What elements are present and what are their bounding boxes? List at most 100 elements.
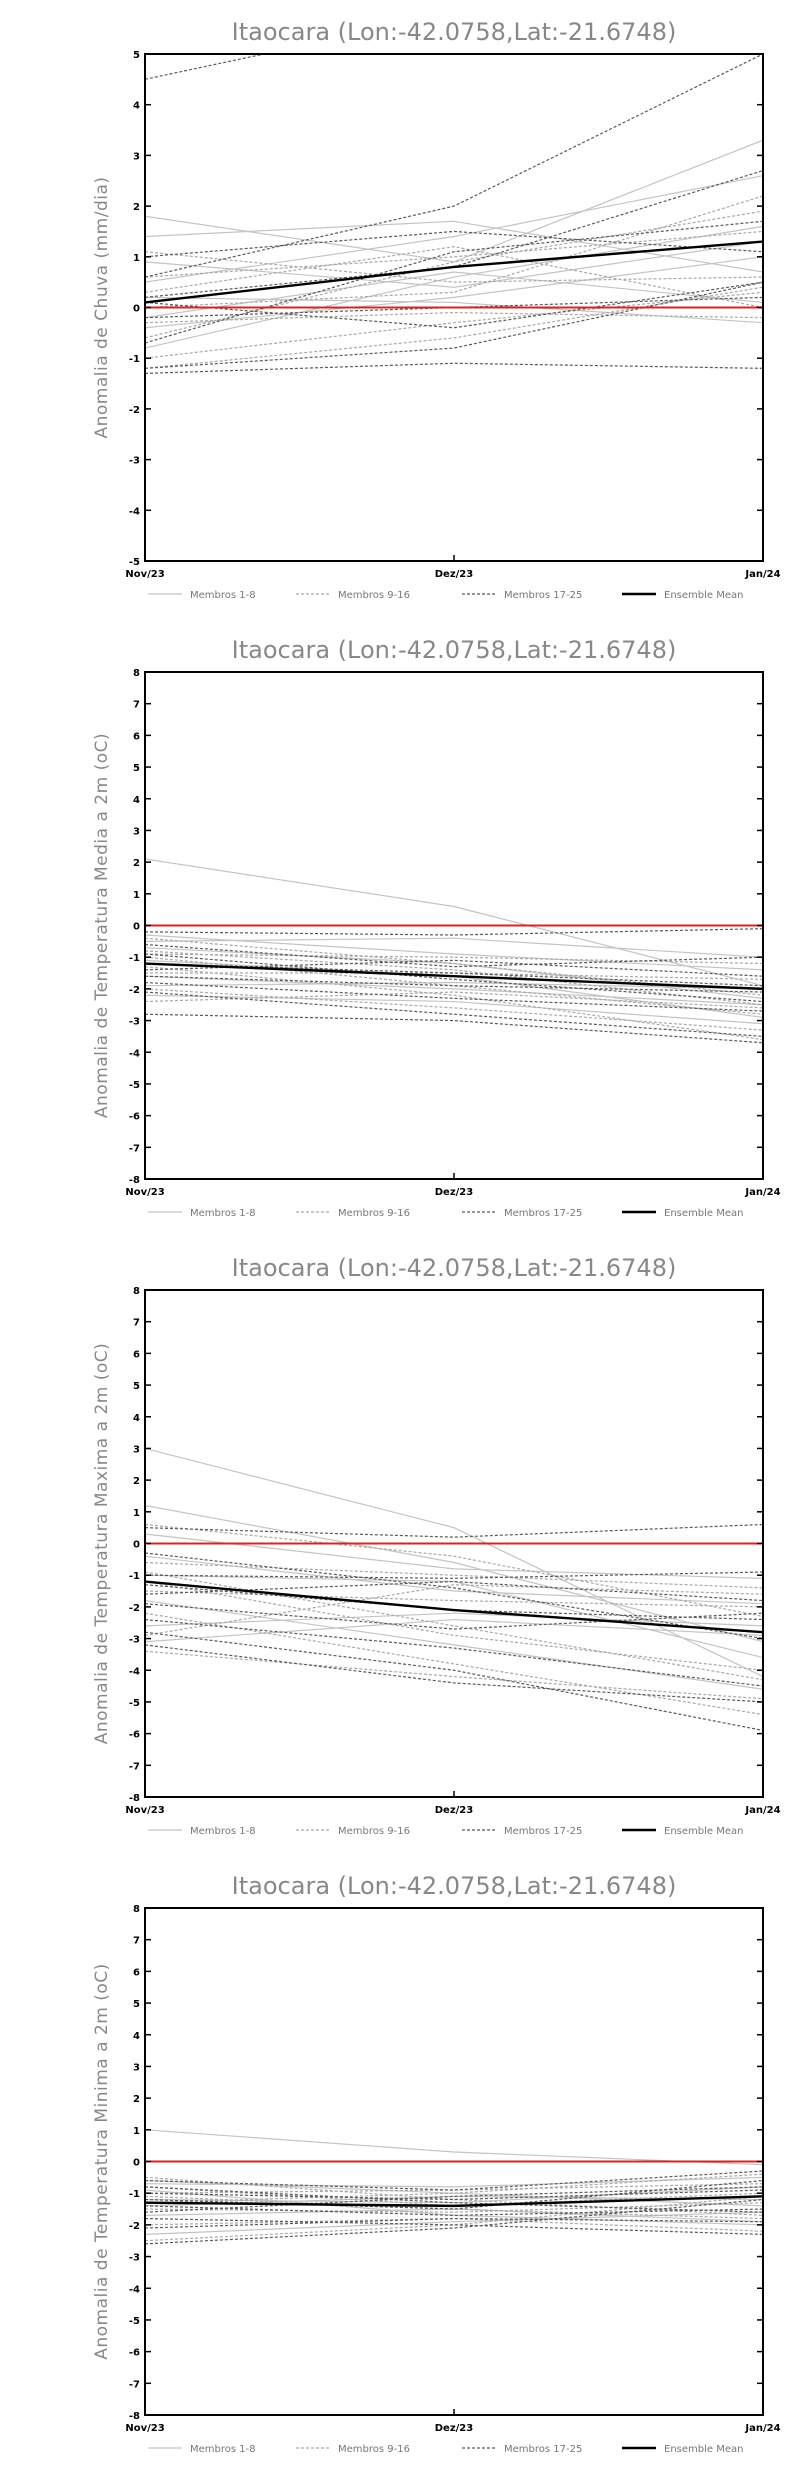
y-tick-label: -1 <box>129 354 140 365</box>
series-line-member <box>145 2173 763 2204</box>
y-tick-label: 2 <box>133 1476 140 1487</box>
chart-title: Itaocara (Lon:-42.0758,Lat:-21.6748) <box>232 1872 677 1900</box>
series-line-member <box>145 959 763 977</box>
y-tick-label: 8 <box>133 668 140 679</box>
chart-panel: Itaocara (Lon:-42.0758,Lat:-21.6748) Anom… <box>92 1872 781 2455</box>
y-tick-label: -3 <box>129 1635 140 1646</box>
y-tick-label: -5 <box>129 2316 140 2327</box>
series-line-member <box>145 1523 763 1538</box>
y-tick-label: -5 <box>129 557 140 568</box>
chart-title: Itaocara (Lon:-42.0758,Lat:-21.6748) <box>232 1254 677 1282</box>
series-line-member <box>145 1561 763 1589</box>
series-line-member <box>145 991 763 1009</box>
series-line-member <box>145 943 763 968</box>
y-axis-label: Anomalia de Temperatura Maxima a 2m (oC) <box>92 1343 112 1745</box>
series-line-member <box>145 220 763 344</box>
series-line-member <box>145 1612 763 1716</box>
x-tick-label: Jan/24 <box>744 1805 780 1816</box>
y-tick-label: -2 <box>129 2221 140 2232</box>
series-line-member <box>145 2186 763 2213</box>
y-tick-label: 2 <box>133 202 140 213</box>
y-tick-label: 1 <box>133 253 140 264</box>
x-tick-label: Nov/23 <box>125 1805 164 1816</box>
y-tick-label: -7 <box>129 1761 140 1772</box>
y-tick-label: -1 <box>129 2189 140 2200</box>
series-line-member <box>145 2186 763 2213</box>
y-axis-label: Anomalia de Temperatura Media a 2m (oC) <box>92 733 112 1118</box>
series-line-member <box>145 1555 763 1605</box>
series-line-member <box>145 1650 763 1700</box>
chart-title: Itaocara (Lon:-42.0758,Lat:-21.6748) <box>232 636 677 664</box>
y-tick-label: -4 <box>129 506 140 517</box>
x-tick-label: Nov/23 <box>125 2423 164 2434</box>
y-tick-label: 4 <box>133 101 140 112</box>
series-group <box>145 1447 763 1732</box>
series-line-member <box>145 1523 763 1617</box>
series-line-member <box>145 2189 763 2201</box>
y-tick-label: 4 <box>133 1413 140 1424</box>
series-line-member <box>145 2183 763 2194</box>
series-line-member <box>145 981 763 990</box>
legend-label: Membros 1-8 <box>190 590 256 601</box>
y-tick-label: -2 <box>129 405 140 416</box>
series-line-member <box>145 953 763 965</box>
series-line-member <box>145 2195 763 2242</box>
series-line-member <box>145 281 763 369</box>
y-tick-label: -2 <box>129 1603 140 1614</box>
chart-panel: Itaocara (Lon:-42.0758,Lat:-21.6748) Anom… <box>92 1254 781 1837</box>
series-line-member <box>145 1599 763 1690</box>
series-line-member <box>145 1612 763 1627</box>
y-tick-label: -3 <box>129 456 140 467</box>
series-line-member <box>145 54 267 80</box>
legend-label: Ensemble Mean <box>664 2444 743 2455</box>
y-tick-label: 8 <box>133 1286 140 1297</box>
legend-label: Membros 9-16 <box>338 590 410 601</box>
series-line-member <box>145 1574 763 1659</box>
y-tick-label: 5 <box>133 50 140 61</box>
series-line-member <box>145 2129 763 2166</box>
legend-label: Membros 1-8 <box>190 2444 256 2455</box>
series-line-member <box>145 139 763 263</box>
series-line-member <box>145 1013 763 1044</box>
series-line-member <box>145 991 763 1038</box>
y-axis-label: Anomalia de Chuva (mm/dia) <box>92 176 112 438</box>
series-line-member <box>145 994 763 1025</box>
series-line-member <box>145 2217 763 2232</box>
y-tick-label: -7 <box>129 2379 140 2390</box>
y-tick-label: 3 <box>133 1444 140 1455</box>
series-line-member <box>145 2170 763 2191</box>
y-tick-label: 6 <box>133 731 140 742</box>
y-tick-label: 7 <box>133 1318 140 1329</box>
y-tick-label: -3 <box>129 2253 140 2264</box>
series-line-member <box>145 966 763 1041</box>
y-tick-label: 0 <box>133 1540 140 1551</box>
y-tick-label: 5 <box>133 1381 140 1392</box>
legend-label: Membros 17-25 <box>504 590 582 601</box>
series-line-member <box>145 195 763 309</box>
chart-panel: Itaocara (Lon:-42.0758,Lat:-21.6748) Anom… <box>92 18 781 601</box>
y-tick-label: 1 <box>133 890 140 901</box>
y-tick-label: 6 <box>133 1967 140 1978</box>
series-line-member <box>145 972 763 980</box>
series-line-member <box>145 225 763 349</box>
y-tick-label: -6 <box>129 1112 140 1123</box>
chart-panel: Itaocara (Lon:-42.0758,Lat:-21.6748) Anom… <box>92 636 781 1219</box>
y-tick-label: 3 <box>133 2062 140 2073</box>
series-line-member <box>145 934 763 971</box>
series-line-member <box>145 362 763 375</box>
y-tick-label: -1 <box>129 953 140 964</box>
legend-label: Membros 9-16 <box>338 1826 410 1837</box>
series-line-member <box>145 2217 763 2229</box>
series-line-ensemble-mean <box>145 962 763 991</box>
y-tick-label: 5 <box>133 763 140 774</box>
series-line-member <box>145 230 763 278</box>
x-tick-label: Jan/24 <box>744 2423 780 2434</box>
series-line-member <box>145 1552 763 1640</box>
y-tick-label: 8 <box>133 1904 140 1915</box>
series-line-member <box>145 962 763 987</box>
y-tick-label: 7 <box>133 700 140 711</box>
y-tick-label: -4 <box>129 2284 140 2295</box>
series-group <box>145 858 763 1044</box>
series-line-member <box>145 858 763 987</box>
y-tick-label: -4 <box>129 1048 140 1059</box>
